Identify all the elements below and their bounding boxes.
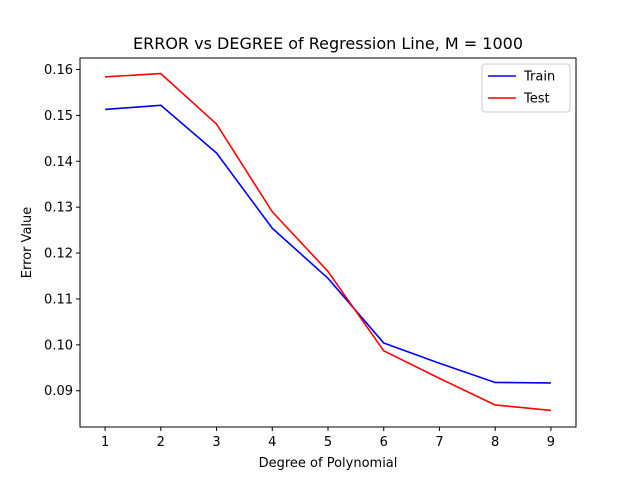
series-layer	[105, 72, 551, 412]
series-line-train	[105, 104, 551, 384]
y-tick-label: 0.10	[44, 338, 73, 353]
y-tick-label: 0.09	[44, 384, 73, 399]
x-tick-label: 2	[157, 435, 165, 450]
x-tick-label: 5	[324, 435, 332, 450]
x-tick-label: 3	[212, 435, 220, 450]
y-tick-label: 0.15	[44, 109, 73, 124]
chart-title: ERROR vs DEGREE of Regression Line, M = …	[133, 34, 523, 53]
legend-label-test: Test	[523, 92, 550, 107]
x-axis: 1 2 3 4 5 6 7 8 9	[101, 427, 555, 450]
x-tick-label: 6	[380, 435, 388, 450]
x-tick-label: 8	[491, 435, 499, 450]
y-axis-label: Error Value	[20, 207, 35, 279]
series-line-test	[105, 72, 551, 412]
x-tick-label: 4	[268, 435, 276, 450]
legend: Train Test	[481, 63, 571, 113]
legend-label-train: Train	[523, 70, 555, 85]
x-tick-label: 7	[435, 435, 443, 450]
y-axis: 0.09 0.10 0.11 0.12 0.13 0.14 0.15 0.16	[44, 63, 80, 399]
y-tick-label: 0.12	[44, 247, 73, 262]
y-tick-label: 0.13	[44, 201, 73, 216]
x-tick-label: 1	[101, 435, 109, 450]
y-tick-label: 0.14	[44, 155, 73, 170]
y-tick-label: 0.16	[44, 63, 73, 78]
x-tick-label: 9	[547, 435, 555, 450]
x-axis-label: Degree of Polynomial	[259, 456, 398, 471]
y-tick-label: 0.11	[44, 292, 73, 307]
